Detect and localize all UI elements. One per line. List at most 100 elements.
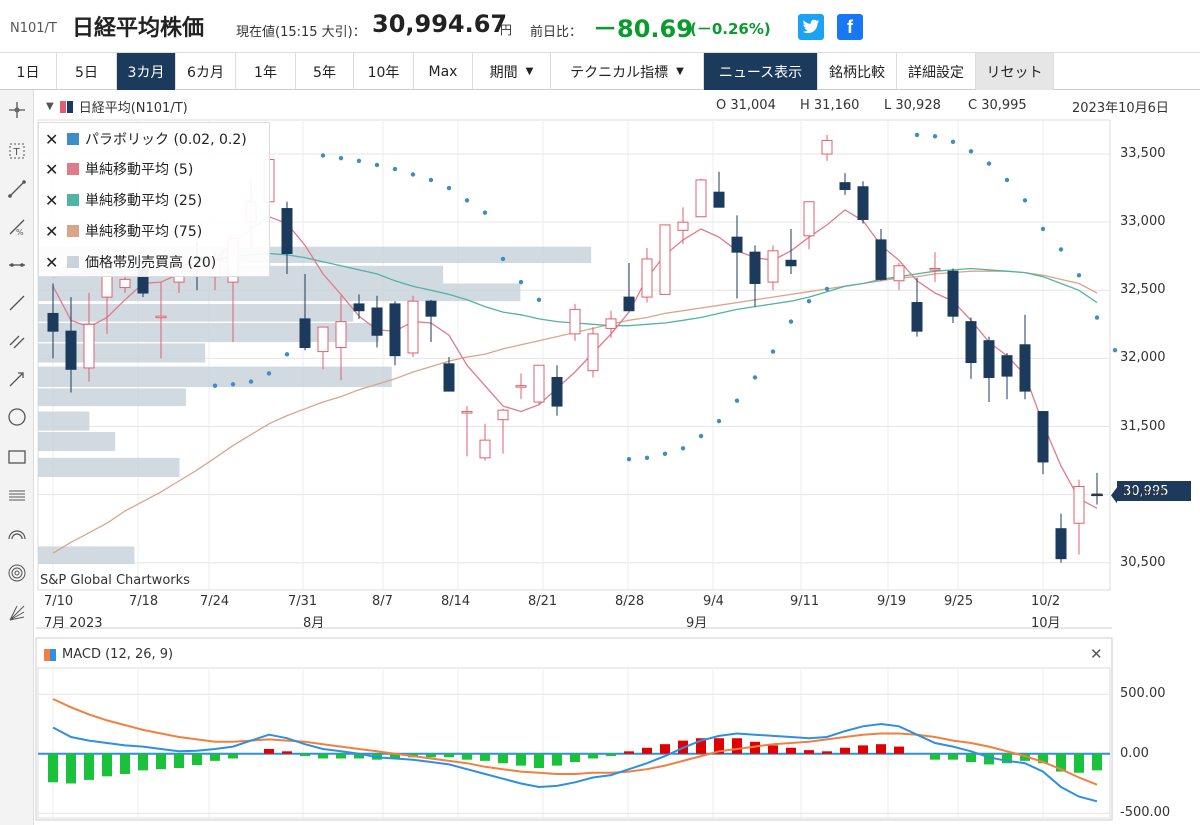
macd-histogram-bar	[606, 753, 616, 757]
volume-by-price-bar	[38, 411, 90, 431]
ohlc-high: H 31,160	[800, 98, 860, 113]
candle-body	[155, 315, 167, 319]
remove-indicator-icon[interactable]: ✕	[45, 159, 59, 179]
x-tick-label: 9/25	[944, 594, 974, 609]
macd-histogram-bar	[516, 753, 526, 766]
news-toggle-button[interactable]: ニュース表示	[704, 53, 818, 90]
legend-swatch	[67, 163, 79, 175]
legend-item: ✕ パラボリック (0.02, 0.2)	[45, 128, 247, 150]
candle-body	[929, 267, 941, 271]
price-change: －80.69	[593, 15, 693, 43]
macd-histogram-bar	[1002, 753, 1012, 764]
arrow-line-icon[interactable]	[4, 366, 30, 392]
symbol-swatch-dark	[66, 100, 73, 113]
technical-indicator-dropdown[interactable]: テクニカル指標 ▼	[551, 53, 704, 90]
period-6m-button[interactable]: 6カ月	[176, 53, 236, 90]
fibonacci-icon[interactable]	[4, 482, 30, 508]
text-tool-icon[interactable]: T	[4, 138, 30, 164]
crosshair-icon[interactable]	[4, 97, 30, 123]
candle-body	[371, 307, 383, 336]
x-tick-label: 9/11	[790, 594, 820, 609]
period-10y-button[interactable]: 10年	[354, 53, 414, 90]
y-tick-label: 32,500	[1120, 282, 1166, 298]
period-max-button[interactable]: Max	[414, 53, 473, 90]
parabolic-sar-point	[1040, 226, 1046, 232]
macd-histogram-bar	[750, 741, 760, 754]
x-month-label: 8月	[303, 616, 325, 631]
parabolic-sar-point	[428, 177, 434, 183]
parabolic-sar-point	[698, 433, 704, 439]
parabolic-sar-point	[950, 139, 956, 144]
reset-button[interactable]: リセット	[976, 53, 1054, 90]
macd-histogram-bar	[336, 753, 346, 759]
macd-histogram-bar	[498, 753, 508, 764]
gann-fan-icon[interactable]	[4, 600, 30, 626]
candle-body	[479, 439, 491, 459]
channel-icon[interactable]	[4, 328, 30, 354]
macd-histogram-bar	[642, 747, 652, 754]
fibonacci-circle-icon[interactable]	[4, 560, 30, 586]
horizontal-line-icon[interactable]	[4, 252, 30, 278]
candle-body	[623, 296, 635, 312]
twitter-icon[interactable]	[798, 14, 824, 40]
fibonacci-arc-icon[interactable]	[4, 520, 30, 546]
trendline-icon[interactable]	[4, 176, 30, 202]
last-price-tag: 30,995	[1117, 481, 1191, 501]
macd-histogram-bar	[282, 751, 292, 754]
period-3m-button[interactable]: 3カ月	[117, 53, 176, 90]
parabolic-sar-point	[212, 383, 218, 388]
parabolic-sar-point	[644, 455, 650, 461]
legend-label: 価格帯別売買高 (20)	[85, 255, 217, 271]
change-label: 前日比：	[530, 25, 583, 40]
candle-body	[119, 278, 131, 289]
macd-histogram-bar	[300, 753, 310, 757]
parabolic-sar-point	[1004, 177, 1010, 183]
macd-histogram-bar	[966, 753, 976, 763]
parabolic-sar-point	[1094, 315, 1100, 320]
parabolic-sar-point	[500, 256, 506, 262]
macd-histogram-bar	[840, 747, 850, 754]
y-tick-label: 30,500	[1120, 554, 1166, 570]
legend-item: ✕ 単純移動平均 (25)	[45, 189, 202, 211]
compare-button[interactable]: 銘柄比較	[818, 53, 897, 90]
indicator-legend: ✕ パラボリック (0.02, 0.2) ✕ 単純移動平均 (5) ✕ 単純移動平均 …	[38, 122, 270, 277]
period-toolbar: 1日 5日 3カ月 6カ月 1年 5年 10年 Max 期間 ▼ テクニカル指標 ▼…	[0, 52, 1200, 90]
remove-indicator-icon[interactable]: ✕	[45, 252, 59, 272]
period-5y-button[interactable]: 5年	[296, 53, 354, 90]
candle-body	[947, 270, 959, 317]
macd-histogram-bar	[354, 753, 364, 759]
line-icon[interactable]	[4, 290, 30, 316]
macd-histogram-bar	[894, 746, 904, 754]
macd-histogram-bar	[732, 738, 742, 754]
remove-indicator-icon[interactable]: ✕	[45, 190, 59, 210]
macd-histogram-bar	[84, 753, 94, 780]
candle-body	[1001, 355, 1013, 377]
index-code: N101/T	[10, 21, 57, 36]
close-icon[interactable]: ✕	[1090, 645, 1103, 663]
circle-icon[interactable]	[4, 404, 30, 430]
remove-indicator-icon[interactable]: ✕	[45, 221, 59, 241]
rectangle-icon[interactable]	[4, 444, 30, 470]
period-1y-button[interactable]: 1年	[236, 53, 296, 90]
settings-button[interactable]: 詳細設定	[897, 53, 976, 90]
percent-line-icon[interactable]: %	[4, 214, 30, 240]
facebook-icon[interactable]: f	[837, 14, 863, 40]
macd-histogram-bar	[318, 753, 328, 759]
macd-histogram-bar	[948, 753, 958, 760]
macd-histogram-bar	[858, 745, 868, 754]
period-5d-button[interactable]: 5日	[57, 53, 117, 90]
ohlc-open: O 31,004	[716, 98, 776, 113]
period-dropdown[interactable]: 期間 ▼	[473, 53, 551, 90]
macd-histogram-bar	[1056, 753, 1066, 772]
symbol-swatch	[59, 100, 66, 113]
period-1d-button[interactable]: 1日	[0, 53, 57, 90]
y-tick-label: 31,500	[1120, 418, 1166, 434]
candle-body	[911, 302, 923, 332]
candle-body	[65, 330, 77, 370]
parabolic-sar-point	[1022, 198, 1028, 203]
macd-histogram-bar	[696, 738, 706, 754]
remove-indicator-icon[interactable]: ✕	[45, 129, 59, 149]
legend-label: 単純移動平均 (25)	[85, 193, 203, 209]
legend-collapse-icon[interactable]: ▼	[46, 101, 54, 112]
candle-body	[533, 364, 545, 403]
